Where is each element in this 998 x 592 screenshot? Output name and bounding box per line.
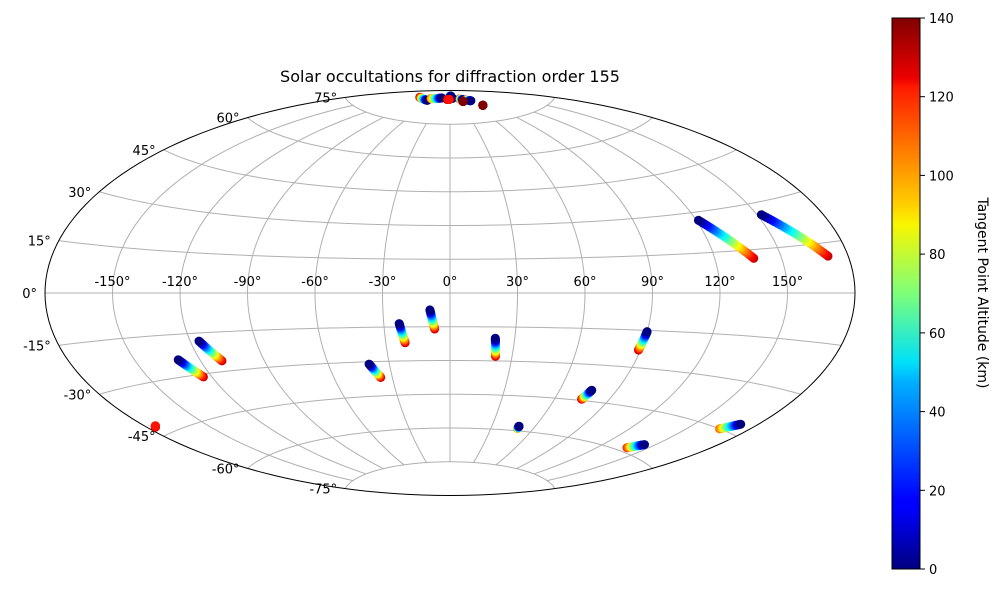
occultation-point: [736, 419, 746, 429]
occultation-point: [444, 95, 454, 104]
occultation-point: [194, 336, 204, 346]
occultation-point: [642, 327, 652, 337]
occultation-point: [490, 333, 500, 343]
latitude-tick-label: 30°: [68, 186, 91, 201]
colorbar-tick-label: 100: [929, 169, 954, 184]
colorbar-tick-label: 40: [929, 406, 946, 421]
occultation-point: [693, 215, 703, 225]
colorbar-label: Tangent Point Altitude (km): [974, 196, 990, 388]
colorbar-ticks: 0 20 40 60 80 100 120 140: [920, 12, 954, 578]
parallel-line: [58, 240, 842, 260]
latitude-tick-label: 45°: [133, 144, 156, 159]
longitude-tick-label: -90°: [234, 275, 262, 290]
parallel-line: [344, 461, 556, 489]
occultation-point: [364, 359, 374, 369]
longitude-tick-label: 0°: [443, 275, 458, 290]
longitude-tick-label: -30°: [369, 275, 397, 290]
longitude-tick-label: 90°: [641, 275, 664, 290]
latitude-tick-label: 75°: [314, 91, 337, 106]
occultation-point: [150, 421, 160, 431]
parallel-line: [163, 149, 737, 193]
graticule: [45, 97, 855, 489]
longitude-tick-labels: -150° -120° -90° -60° -30° 0° 30° 60° 90° 120° 150…: [94, 275, 803, 290]
longitude-tick-label: -150°: [94, 275, 130, 290]
colorbar-tick-label: 140: [929, 12, 954, 27]
parallel-line: [58, 326, 842, 346]
data-points: [150, 91, 833, 453]
colorbar-tick-label: 20: [929, 484, 946, 499]
latitude-tick-label: 0°: [22, 287, 37, 302]
chart-title: Solar occultations for diffraction order…: [280, 67, 620, 86]
occultation-point: [466, 96, 476, 106]
parallel-line: [99, 359, 801, 395]
latitude-tick-label: -45°: [128, 430, 156, 445]
occultation-point: [587, 385, 597, 395]
longitude-tick-label: -120°: [162, 275, 198, 290]
occultation-point: [173, 355, 183, 365]
latitude-tick-label: -60°: [212, 462, 240, 477]
occultation-point: [425, 305, 435, 315]
occultation-point: [514, 421, 524, 431]
latitude-tick-label: -15°: [23, 339, 51, 354]
parallel-line: [163, 393, 737, 437]
parallel-line: [247, 117, 653, 159]
parallel-line: [247, 427, 653, 469]
longitude-tick-label: 120°: [704, 275, 735, 290]
occultation-point: [756, 210, 766, 220]
latitude-tick-label: -30°: [64, 388, 92, 403]
colorbar-tick-label: 0: [929, 563, 937, 578]
latitude-tick-label: 15°: [28, 235, 51, 250]
longitude-tick-label: 60°: [573, 275, 596, 290]
longitude-tick-label: 30°: [506, 275, 529, 290]
occultation-point: [458, 96, 468, 106]
occultation-point: [394, 319, 404, 329]
colorbar-tick-label: 120: [929, 91, 954, 106]
occultation-point: [640, 440, 649, 450]
parallel-line: [99, 191, 801, 227]
latitude-tick-label: -75°: [309, 483, 337, 498]
colorbar: [891, 17, 921, 570]
longitude-tick-label: -60°: [301, 275, 329, 290]
colorbar-tick-label: 80: [929, 248, 946, 263]
colorbar-tick-label: 60: [929, 327, 946, 342]
map-outline: [44, 89, 856, 497]
parallel-line: [344, 97, 556, 125]
latitude-tick-labels: 75° 60° 45° 30° 15° 0° -15° -30° -45° -60° -75°: [22, 91, 337, 497]
latitude-tick-label: 60°: [216, 112, 239, 127]
occultation-point: [478, 100, 488, 110]
longitude-tick-label: 150°: [772, 275, 803, 290]
